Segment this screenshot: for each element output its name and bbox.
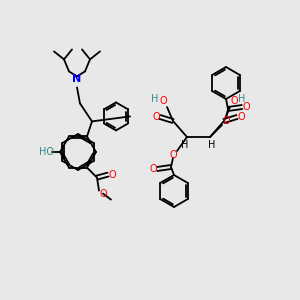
Text: O: O xyxy=(152,112,160,122)
Text: O: O xyxy=(230,96,238,106)
Text: H: H xyxy=(238,94,246,104)
Text: HO: HO xyxy=(38,147,53,157)
Text: O: O xyxy=(222,116,230,126)
Text: O: O xyxy=(149,164,157,174)
Text: N: N xyxy=(72,74,82,84)
Text: O: O xyxy=(159,96,167,106)
Text: H: H xyxy=(151,94,159,104)
Text: O: O xyxy=(237,112,245,122)
Text: O: O xyxy=(99,189,107,199)
Text: O: O xyxy=(108,169,116,180)
Text: O: O xyxy=(169,150,177,160)
Text: O: O xyxy=(242,102,250,112)
Text: H: H xyxy=(208,140,216,150)
Text: H: H xyxy=(181,140,189,150)
